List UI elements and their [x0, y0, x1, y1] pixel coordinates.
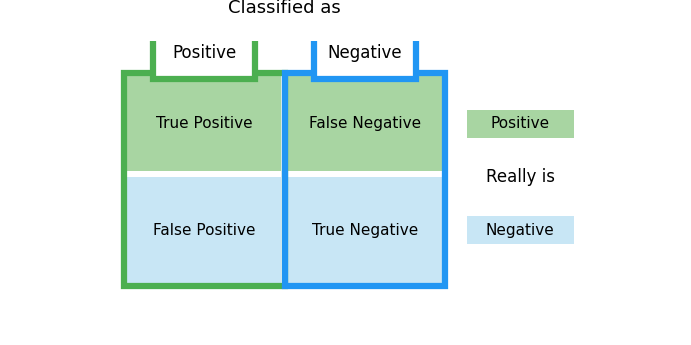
- Text: Positive: Positive: [491, 116, 550, 131]
- FancyBboxPatch shape: [466, 110, 574, 138]
- FancyBboxPatch shape: [314, 28, 416, 79]
- FancyBboxPatch shape: [466, 216, 574, 244]
- Text: False Negative: False Negative: [309, 116, 421, 131]
- Text: Classified as: Classified as: [228, 0, 341, 18]
- FancyBboxPatch shape: [127, 76, 281, 171]
- Text: True Negative: True Negative: [312, 223, 418, 237]
- FancyBboxPatch shape: [287, 177, 442, 283]
- Text: Negative: Negative: [486, 223, 554, 237]
- Text: False Positive: False Positive: [153, 223, 256, 237]
- Text: Positive: Positive: [172, 45, 236, 62]
- FancyBboxPatch shape: [127, 177, 281, 283]
- FancyBboxPatch shape: [153, 28, 255, 79]
- Text: Really is: Really is: [486, 168, 555, 186]
- FancyBboxPatch shape: [287, 76, 442, 171]
- Text: True Positive: True Positive: [156, 116, 252, 131]
- Text: Negative: Negative: [328, 45, 402, 62]
